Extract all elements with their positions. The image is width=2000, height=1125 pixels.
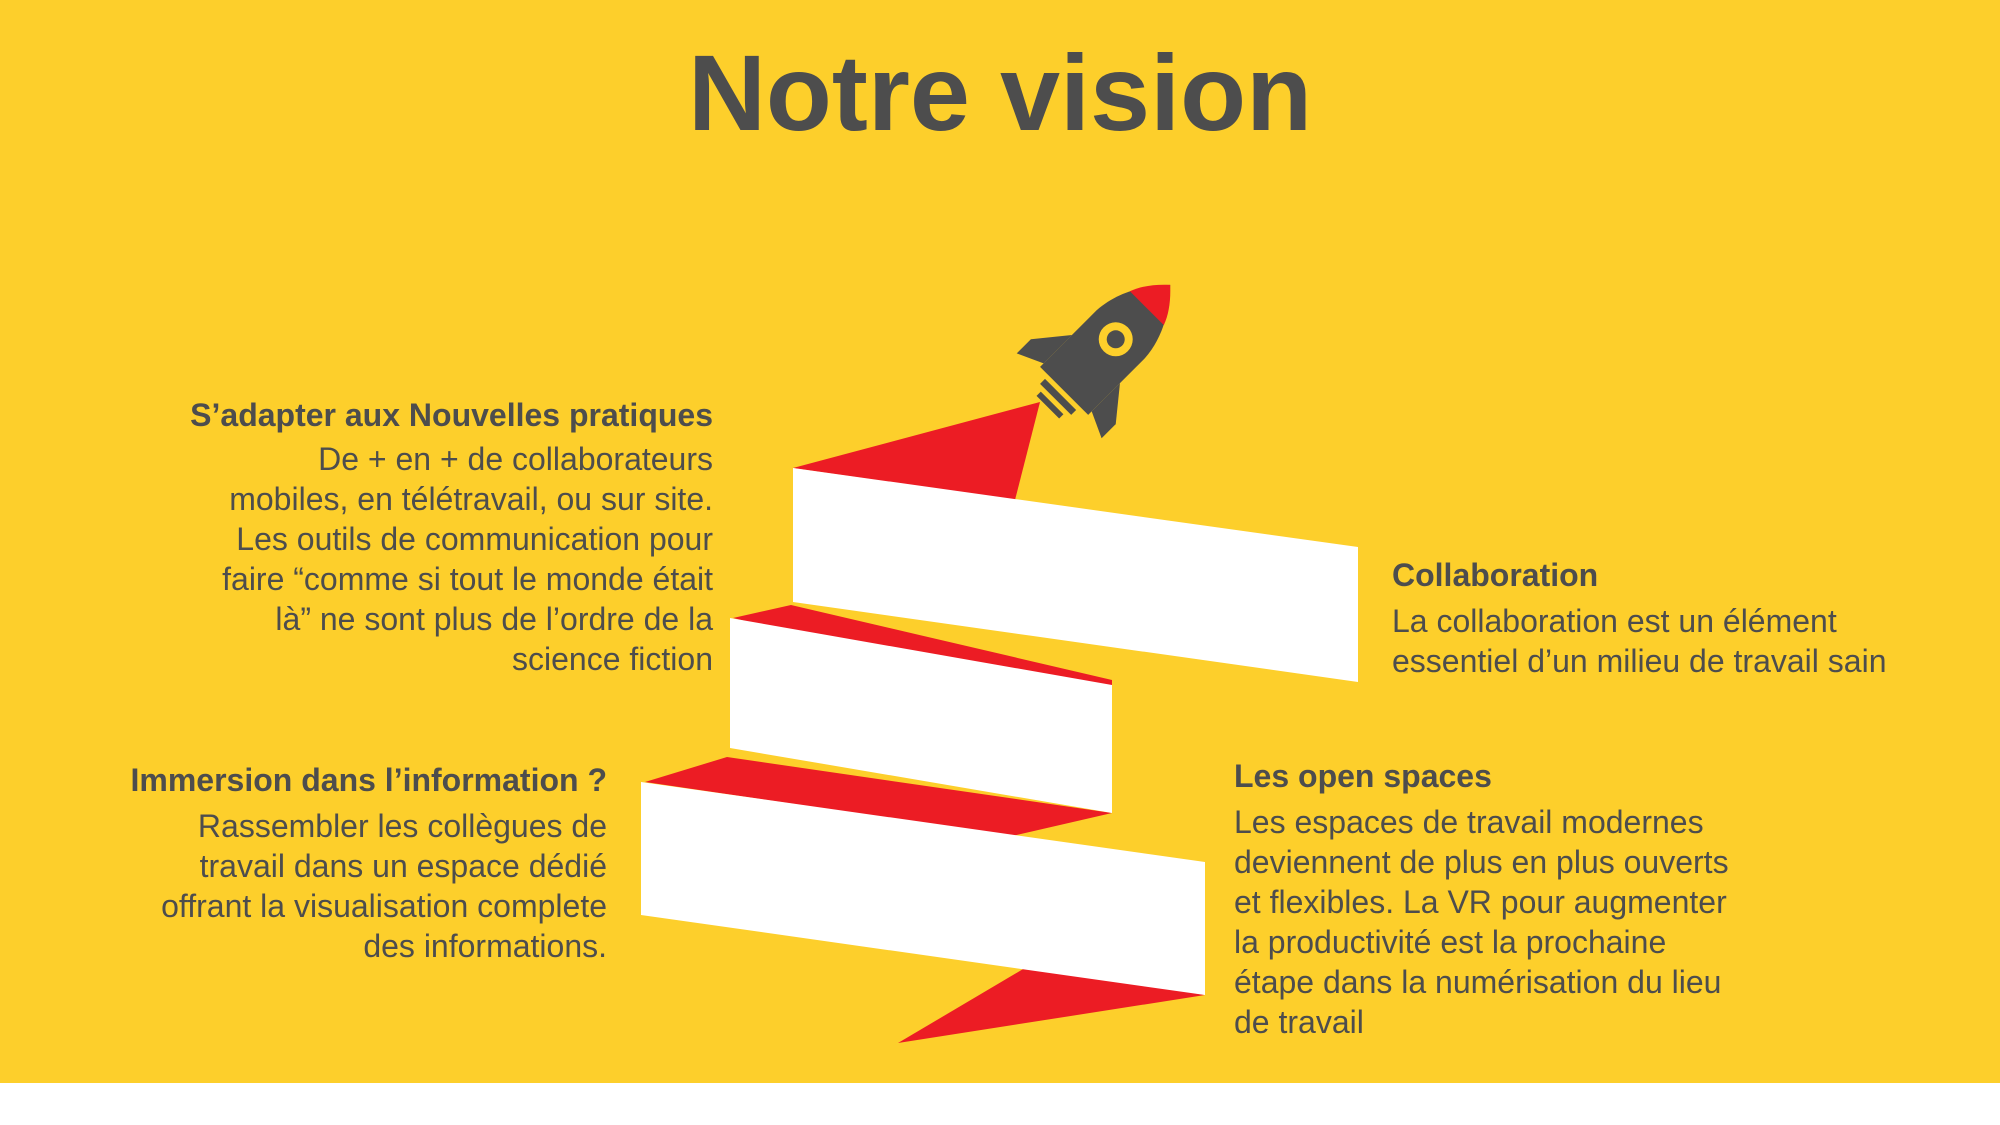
ribbon-fold-2 (645, 757, 1112, 836)
immersion-body: Rassembler les collègues de travail dans… (60, 806, 607, 966)
adapter-line: là” ne sont plus de l’ordre de la (275, 601, 713, 637)
openspaces-line: la productivité est la prochaine (1234, 924, 1667, 960)
ribbon-panel-1 (793, 468, 1358, 682)
ribbon-panel-3 (641, 782, 1205, 995)
collaboration-line: essentiel d’un milieu de travail sain (1392, 643, 1887, 679)
block-openspaces: Les open spaces Les espaces de travail m… (1234, 754, 1874, 1042)
adapter-line: science fiction (512, 641, 713, 677)
adapter-line: faire “comme si tout le monde était (222, 561, 713, 597)
immersion-heading: Immersion dans l’information ? (130, 762, 608, 798)
ribbon-panel-2 (730, 618, 1112, 813)
block-collaboration: Collaboration La collaboration est un él… (1392, 553, 1972, 681)
adapter-heading: S’adapter aux Nouvelles pratiques (190, 397, 713, 433)
rocket-icon (1016, 284, 1171, 439)
collaboration-heading: Collaboration (1392, 557, 1599, 593)
ribbon-illustration (641, 284, 1358, 1043)
immersion-line: Rassembler les collègues de (197, 808, 607, 844)
collaboration-line: La collaboration est un élément (1392, 603, 1837, 639)
immersion-line: travail dans un espace dédié (199, 848, 607, 884)
page-title: Notre vision (687, 32, 1313, 153)
openspaces-heading: Les open spaces (1234, 758, 1492, 794)
adapter-body: De + en + de collaborateurs mobiles, en … (120, 439, 713, 679)
block-immersion: Immersion dans l’information ? Rassemble… (60, 758, 608, 966)
ribbon-fold-top (793, 402, 1040, 500)
adapter-line: De + en + de collaborateurs (318, 441, 713, 477)
immersion-line: offrant la visualisation complete (161, 888, 607, 924)
openspaces-line: étape dans la numérisation du lieu (1234, 964, 1722, 1000)
openspaces-body: Les espaces de travail modernes devienne… (1234, 802, 1874, 1042)
block-adapter: S’adapter aux Nouvelles pratiques De + e… (120, 393, 713, 679)
openspaces-line: deviennent de plus en plus ouverts (1234, 844, 1729, 880)
openspaces-line: Les espaces de travail modernes (1234, 804, 1704, 840)
openspaces-line: et flexibles. La VR pour augmenter (1234, 884, 1727, 920)
ribbon-fold-tail (898, 965, 1205, 1043)
slide-background: Notre vision S’adapter aux Nouvelles pra… (0, 0, 2000, 1083)
adapter-line: mobiles, en télétravail, ou sur site. (229, 481, 713, 517)
collaboration-body: La collaboration est un élément essentie… (1392, 601, 1972, 681)
openspaces-line: de travail (1234, 1004, 1364, 1040)
adapter-line: Les outils de communication pour (236, 521, 713, 557)
immersion-line: des informations. (363, 928, 607, 964)
